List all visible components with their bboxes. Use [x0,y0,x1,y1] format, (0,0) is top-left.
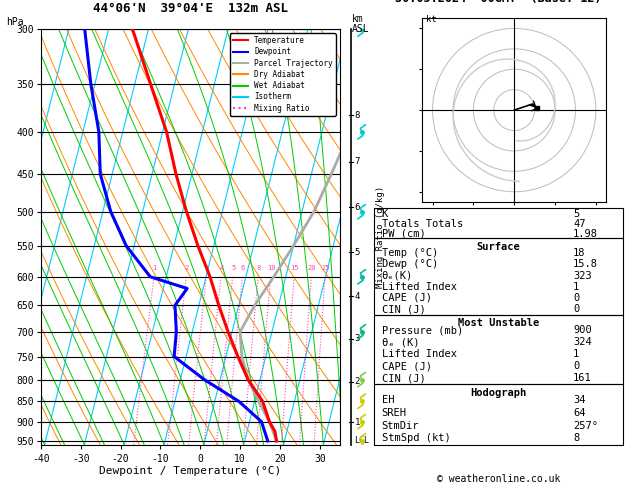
Text: 4: 4 [220,265,224,271]
Text: 15: 15 [291,265,299,271]
Text: Temp (°C): Temp (°C) [382,248,438,258]
Text: Surface: Surface [477,242,520,252]
Text: CIN (J): CIN (J) [382,373,425,383]
Text: 25: 25 [321,265,330,271]
X-axis label: Dewpoint / Temperature (°C): Dewpoint / Temperature (°C) [99,467,281,476]
Text: θₑ(K): θₑ(K) [382,271,413,280]
Text: StmDir: StmDir [382,421,419,431]
Text: 10: 10 [267,265,276,271]
Text: 3: 3 [205,265,209,271]
Text: 8: 8 [573,434,579,443]
Text: 20: 20 [308,265,316,271]
Text: EH: EH [382,395,394,405]
Text: 5: 5 [231,265,235,271]
Text: 0: 0 [573,362,579,371]
Text: 900: 900 [573,325,592,335]
Text: 18: 18 [573,248,586,258]
Text: 5: 5 [573,209,579,219]
Text: 323: 323 [573,271,592,280]
Bar [374,315,623,384]
Text: 1: 1 [355,418,360,427]
Text: 6: 6 [241,265,245,271]
Text: 2: 2 [355,377,360,386]
Text: 47: 47 [573,219,586,229]
Text: 0: 0 [573,304,579,314]
Text: 64: 64 [573,408,586,418]
Text: 324: 324 [573,337,592,347]
Text: CIN (J): CIN (J) [382,304,425,314]
Text: kt: kt [426,15,437,24]
Text: 8: 8 [355,111,360,120]
Text: 5: 5 [355,248,360,257]
Bar [374,384,623,445]
Bar [374,208,623,238]
Text: 1.98: 1.98 [573,228,598,239]
Text: km: km [352,14,364,24]
Text: 34: 34 [573,395,586,405]
Text: Totals Totals: Totals Totals [382,219,463,229]
Text: 1: 1 [573,349,579,359]
Text: LCL: LCL [355,436,369,446]
Text: 0: 0 [573,293,579,303]
Text: © weatheronline.co.uk: © weatheronline.co.uk [437,473,560,484]
Text: CAPE (J): CAPE (J) [382,293,431,303]
Bar [374,238,623,315]
Text: hPa: hPa [6,17,24,27]
Text: θₑ (K): θₑ (K) [382,337,419,347]
Text: ASL: ASL [352,24,370,34]
Text: 44°06'N  39°04'E  132m ASL: 44°06'N 39°04'E 132m ASL [92,1,288,15]
Text: PW (cm): PW (cm) [382,228,425,239]
Text: 2: 2 [185,265,189,271]
Text: 257°: 257° [573,421,598,431]
Text: Lifted Index: Lifted Index [382,349,457,359]
Text: SREH: SREH [382,408,407,418]
Text: 1: 1 [153,265,157,271]
Text: 6: 6 [355,203,360,212]
Text: Most Unstable: Most Unstable [458,318,539,329]
Text: K: K [382,209,388,219]
Text: Mixing Ratio (g/kg): Mixing Ratio (g/kg) [376,186,385,288]
Text: CAPE (J): CAPE (J) [382,362,431,371]
Text: Pressure (mb): Pressure (mb) [382,325,463,335]
Text: 15.8: 15.8 [573,260,598,269]
Text: Lifted Index: Lifted Index [382,282,457,292]
Text: 30.05.2024  00GMT  (Base: 12): 30.05.2024 00GMT (Base: 12) [395,0,602,5]
Legend: Temperature, Dewpoint, Parcel Trajectory, Dry Adiabat, Wet Adiabat, Isotherm, Mi: Temperature, Dewpoint, Parcel Trajectory… [230,33,336,116]
Text: StmSpd (kt): StmSpd (kt) [382,434,450,443]
Text: 1: 1 [573,282,579,292]
Text: 7: 7 [355,157,360,166]
Text: 4: 4 [355,292,360,301]
Text: 3: 3 [355,334,360,344]
Text: 8: 8 [257,265,261,271]
Text: Dewp (°C): Dewp (°C) [382,260,438,269]
Text: Hodograph: Hodograph [470,388,526,398]
Text: 161: 161 [573,373,592,383]
